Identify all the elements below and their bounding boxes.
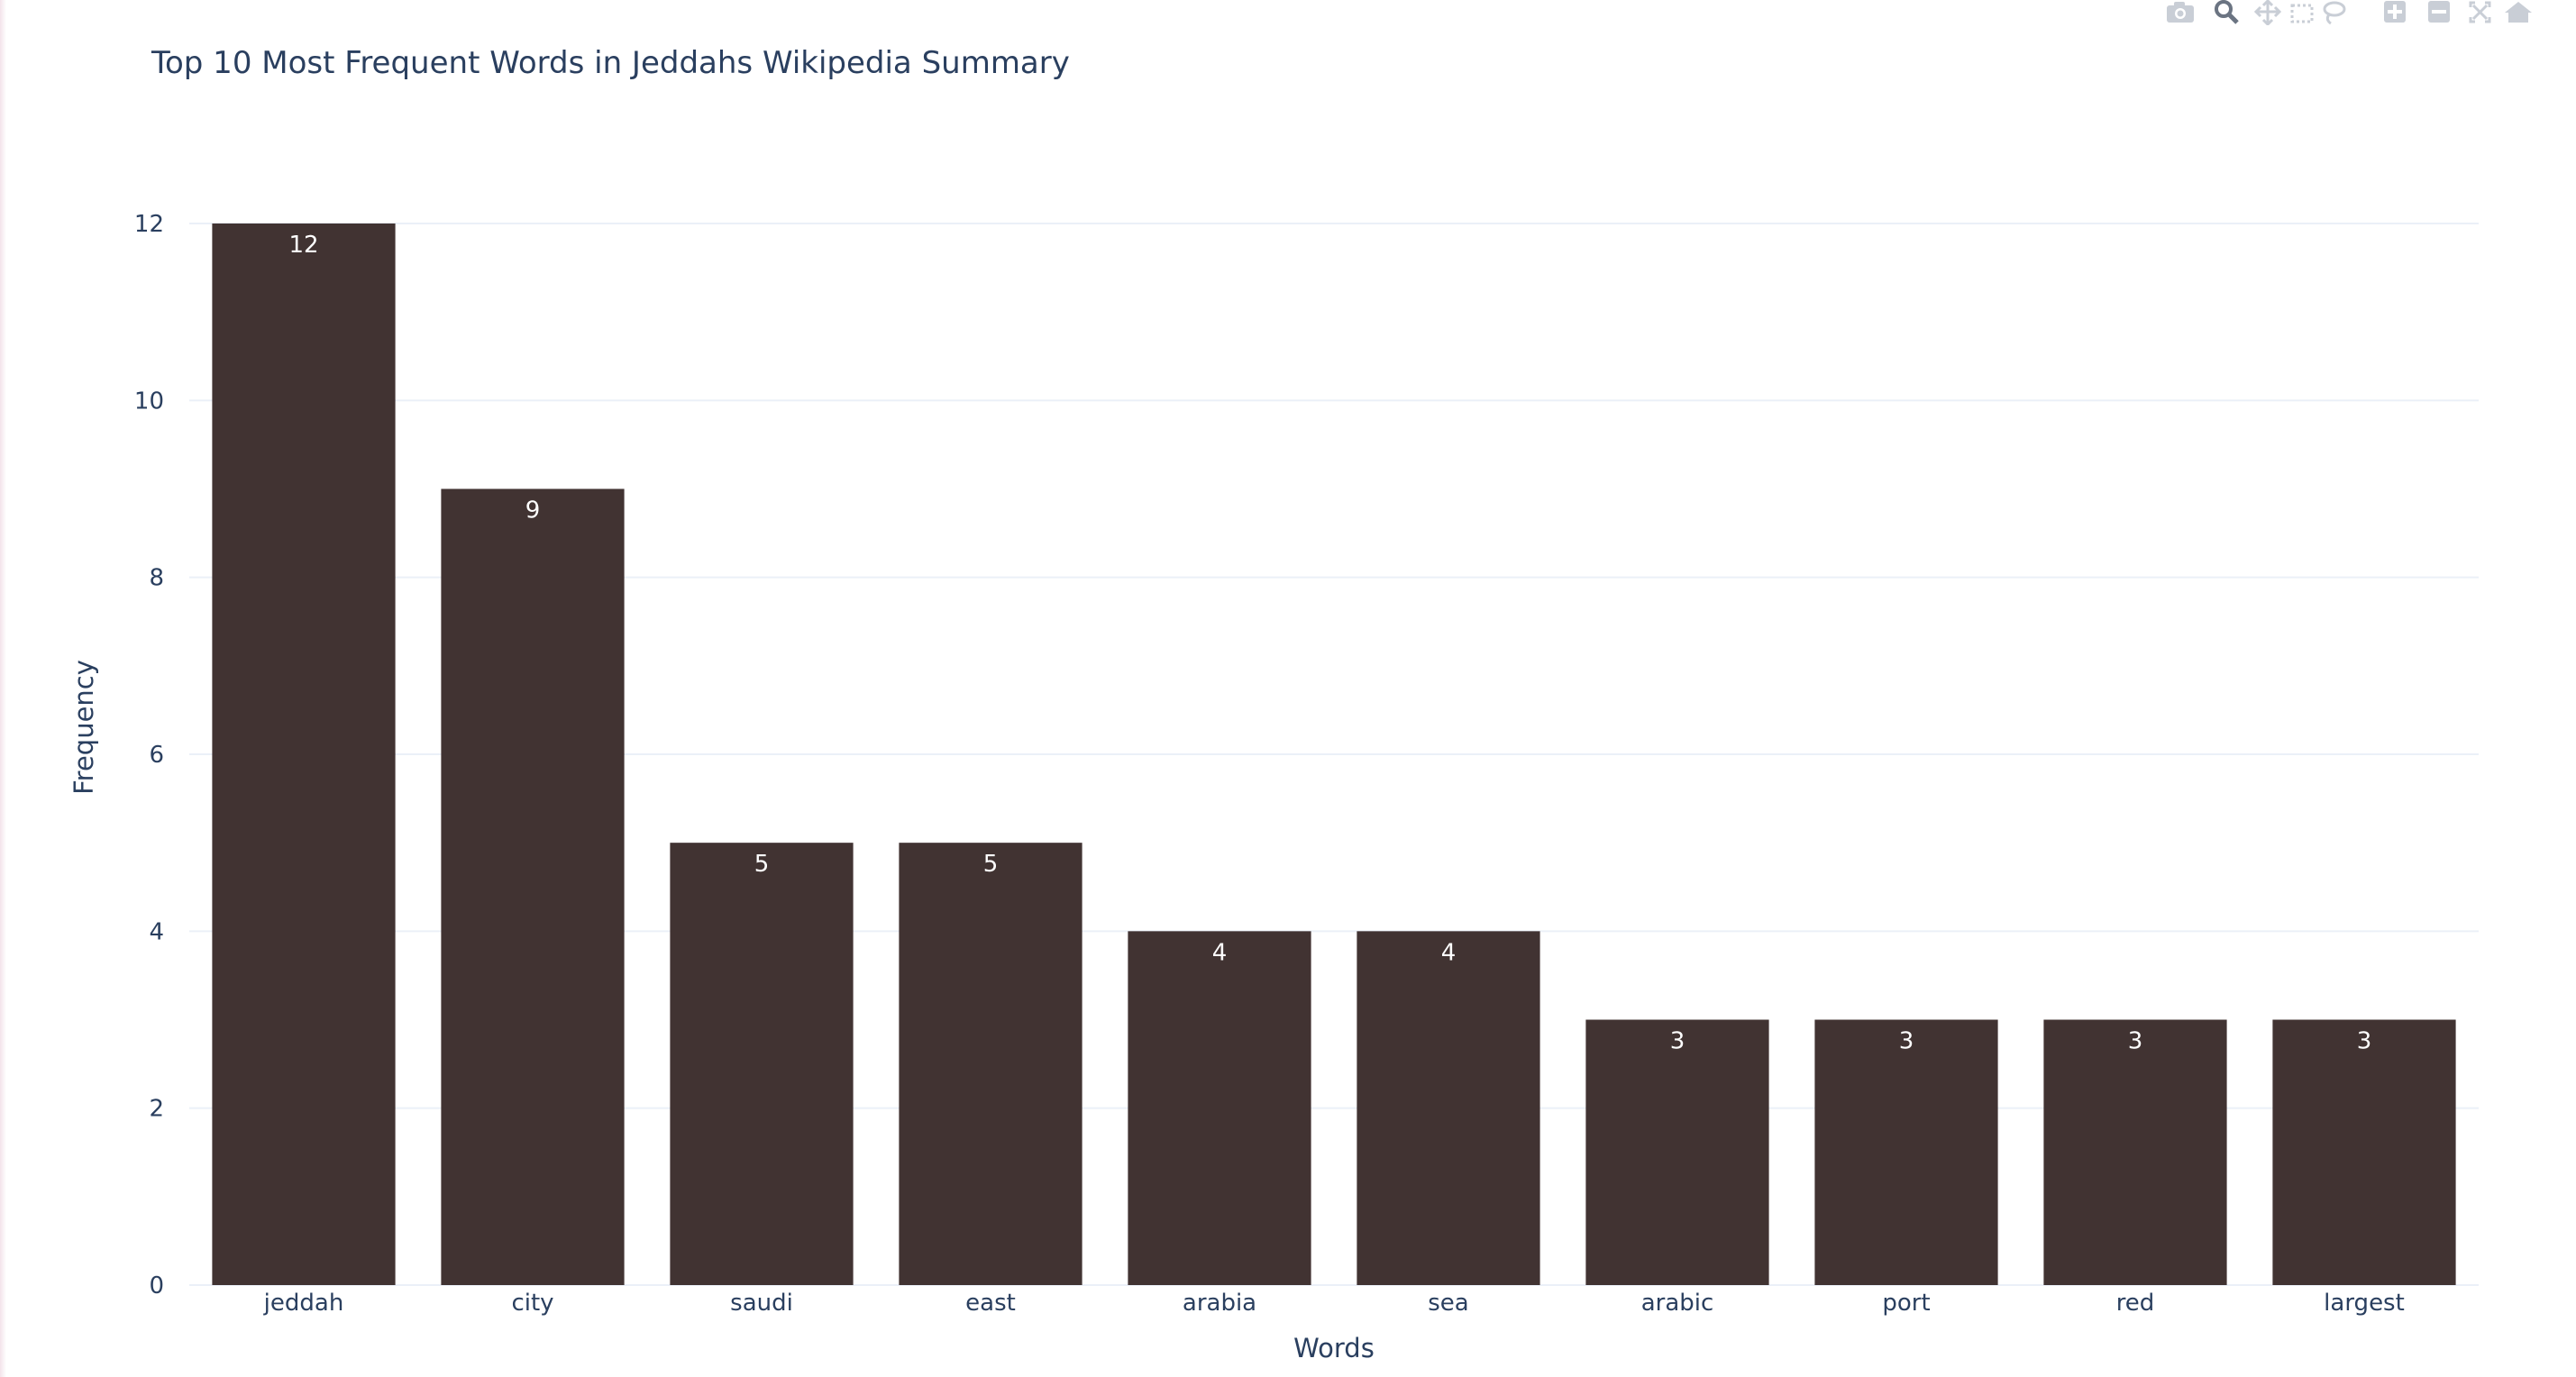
box-select-icon[interactable] [2290, 4, 2314, 23]
x-tick-label: jeddah [263, 1290, 344, 1317]
bar[interactable] [670, 843, 854, 1285]
bar[interactable] [212, 223, 396, 1285]
bar-value-label: 3 [2128, 1028, 2143, 1055]
bar[interactable] [899, 843, 1082, 1285]
x-axis-title: Words [1293, 1333, 1375, 1363]
bar-value-label: 4 [1441, 939, 1457, 966]
bar-value-label: 12 [288, 232, 318, 259]
y-tick-label: 2 [149, 1096, 164, 1123]
bar[interactable] [2043, 1019, 2227, 1286]
zoom-out-icon[interactable] [2428, 1, 2450, 23]
y-tick-label: 12 [134, 211, 164, 238]
x-tick-label: saudi [730, 1290, 793, 1317]
camera-icon[interactable] [2167, 2, 2194, 23]
bar-value-label: 4 [1212, 939, 1228, 966]
x-tick-label: largest [2324, 1290, 2405, 1317]
y-axis-title: Frequency [69, 660, 99, 795]
bar[interactable] [1585, 1019, 1769, 1286]
lasso-icon[interactable] [2323, 1, 2346, 25]
x-tick-label: sea [1428, 1290, 1468, 1317]
bar-value-label: 3 [1899, 1028, 1914, 1055]
bar[interactable] [1357, 931, 1540, 1285]
bar[interactable] [2272, 1019, 2456, 1286]
bar-value-label: 9 [525, 497, 541, 524]
zoom-in-icon[interactable] [2384, 1, 2406, 23]
x-tick-label: port [1882, 1290, 1930, 1317]
pan-icon[interactable] [2253, 0, 2282, 25]
y-tick-label: 8 [149, 565, 164, 592]
x-tick-label: arabic [1641, 1290, 1714, 1317]
bar-value-label: 3 [1670, 1028, 1685, 1055]
bar[interactable] [1128, 931, 1311, 1285]
y-tick-label: 10 [134, 388, 164, 415]
bar[interactable] [441, 488, 625, 1286]
modebar [2161, 0, 2576, 25]
x-tick-label: east [965, 1290, 1016, 1317]
zoom-icon[interactable] [2215, 0, 2239, 24]
y-tick-label: 4 [149, 918, 164, 945]
bar-value-label: 3 [2357, 1028, 2372, 1055]
x-tick-label: red [2116, 1290, 2155, 1317]
bar[interactable] [1814, 1019, 1998, 1286]
x-tick-label: city [511, 1290, 553, 1317]
y-tick-label: 6 [149, 742, 164, 769]
x-tick-label: arabia [1183, 1290, 1256, 1317]
bar-value-label: 5 [754, 851, 770, 878]
autoscale-icon[interactable] [2469, 1, 2491, 23]
y-tick-label: 0 [149, 1272, 164, 1299]
reset-axes-icon[interactable] [2505, 2, 2532, 23]
chart-title: Top 10 Most Frequent Words in Jeddahs Wi… [151, 45, 1070, 81]
window-edge [0, 0, 6, 1377]
bar-value-label: 5 [983, 851, 999, 878]
